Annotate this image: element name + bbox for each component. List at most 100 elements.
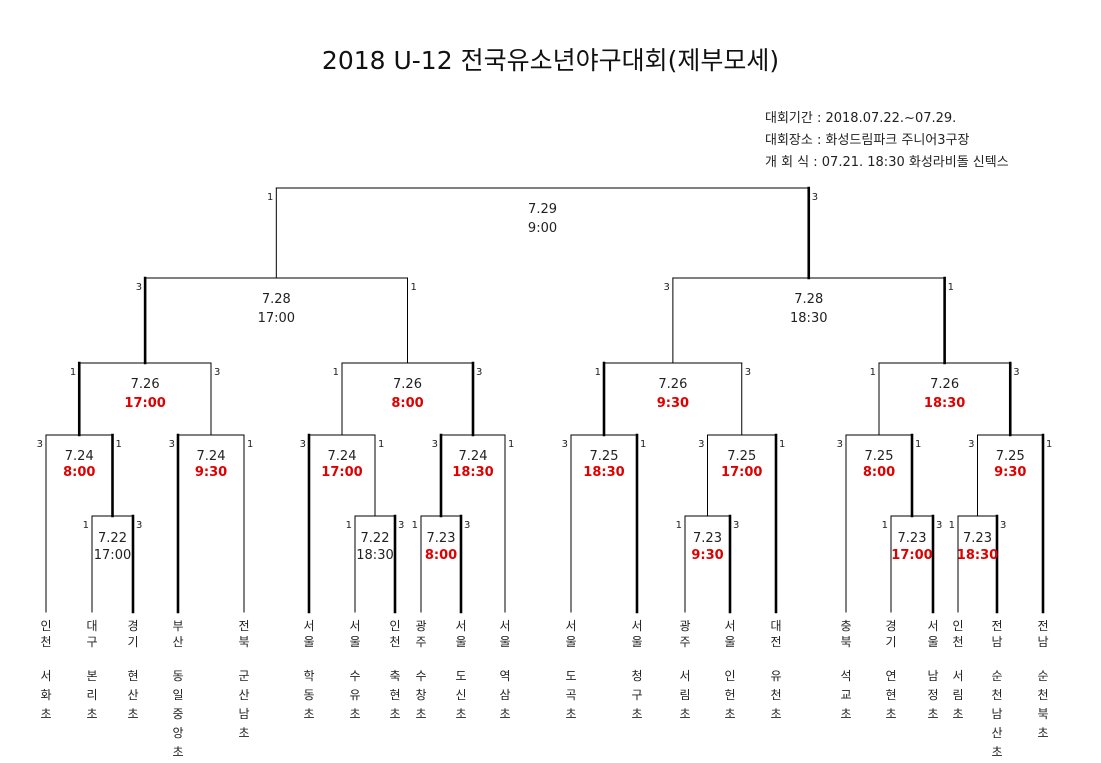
- team-name: 석: [840, 669, 851, 683]
- match-time: 8:00: [425, 548, 457, 563]
- score-right: 3: [476, 367, 482, 378]
- team-region: 천: [389, 634, 400, 649]
- score-right: 3: [136, 520, 142, 531]
- match-time: 9:30: [994, 465, 1026, 480]
- team-region: 대: [86, 619, 97, 633]
- team-name: 초: [127, 707, 138, 721]
- match-date: 7.25: [727, 449, 756, 464]
- score-right: 1: [779, 439, 785, 450]
- team-region: 울: [455, 635, 466, 649]
- team-region: 전: [991, 619, 1002, 633]
- team-name: 천: [1037, 687, 1048, 702]
- team-region: 주: [679, 635, 690, 649]
- team-name: 림: [679, 688, 690, 702]
- match-date: 7.25: [865, 449, 894, 464]
- team-name: 초: [1037, 726, 1048, 740]
- team-name: 수: [415, 669, 426, 683]
- score-right: 3: [398, 520, 404, 531]
- score-right: 3: [936, 520, 942, 531]
- score-left: 3: [37, 439, 43, 450]
- team-region: 서: [724, 619, 735, 633]
- team-name: 초: [952, 707, 963, 721]
- team-region: 서: [565, 619, 576, 633]
- score-right: 1: [247, 439, 253, 450]
- team-name: 남: [238, 707, 249, 721]
- team-region: 충: [840, 619, 851, 633]
- team-name: 역: [499, 669, 510, 683]
- match-date: 7.24: [328, 449, 357, 464]
- team-region: 인: [952, 619, 963, 633]
- team-name: 현: [885, 688, 896, 702]
- team-name: 초: [499, 707, 510, 721]
- team-region: 전: [770, 635, 781, 649]
- page-title: 2018 U-12 전국유소년야구대회(제부모세): [321, 46, 780, 75]
- team-name: 남: [991, 707, 1002, 721]
- team-name: 리: [86, 688, 97, 702]
- tournament-period: 대회기간 : 2018.07.22.~07.29.: [765, 111, 957, 126]
- score-right: 1: [1046, 439, 1052, 450]
- score-right: 1: [411, 282, 417, 293]
- match-date: 7.24: [459, 449, 488, 464]
- team-name: 초: [927, 707, 938, 721]
- team-name: 초: [40, 707, 51, 721]
- team-region: 서: [927, 619, 938, 633]
- score-left: 1: [595, 367, 601, 378]
- tournament-info: 대회기간 : 2018.07.22.~07.29. 대회장소 : 화성드림파크 …: [765, 108, 1009, 174]
- team-region: 천: [40, 634, 51, 649]
- score-right: 3: [733, 520, 739, 531]
- score-right: 3: [464, 520, 470, 531]
- team-name: 중: [172, 707, 183, 721]
- match-date: 7.24: [65, 449, 94, 464]
- team-name: 구: [631, 688, 642, 702]
- team-name: 현: [389, 688, 400, 702]
- team-region: 울: [927, 635, 938, 649]
- team-name: 곡: [565, 688, 576, 702]
- team-region: 울: [565, 635, 576, 649]
- team-region: 울: [349, 635, 360, 649]
- team-region: 울: [303, 635, 314, 649]
- team-name: 초: [724, 707, 735, 721]
- team-name: 유: [349, 688, 360, 702]
- team-region: 광: [415, 619, 426, 633]
- team-region: 서: [303, 619, 314, 633]
- score-left: 1: [83, 520, 89, 531]
- match-time: 18:30: [583, 465, 624, 480]
- score-left: 3: [698, 439, 704, 450]
- tournament-venue: 대회장소 : 화성드림파크 주니어3구장: [765, 133, 970, 148]
- team-name: 동: [172, 669, 183, 683]
- score-left: 3: [562, 439, 568, 450]
- team-name: 초: [840, 707, 851, 721]
- team-name: 학: [303, 669, 314, 683]
- team-region: 북: [238, 635, 249, 649]
- team-name: 남: [927, 669, 938, 683]
- team-name: 인: [724, 669, 735, 683]
- score-left: 1: [676, 520, 682, 531]
- score-left: 3: [432, 439, 438, 450]
- team-name: 림: [952, 688, 963, 702]
- match-date: 7.25: [590, 449, 619, 464]
- team-name: 유: [770, 669, 781, 683]
- team-name: 산: [238, 688, 249, 702]
- match-date: 7.28: [794, 292, 823, 307]
- match-date: 7.22: [361, 531, 390, 546]
- team-name: 초: [172, 745, 183, 759]
- team-name: 초: [303, 707, 314, 721]
- team-name: 도: [455, 669, 466, 683]
- team-name: 정: [927, 688, 938, 702]
- team-name: 초: [389, 707, 400, 721]
- match-time: 17:00: [321, 465, 362, 480]
- team-name: 연: [885, 669, 896, 683]
- team-name: 초: [991, 745, 1002, 759]
- match-date: 7.23: [693, 531, 722, 546]
- score-left: 1: [346, 520, 352, 531]
- team-region: 울: [724, 635, 735, 649]
- team-region: 남: [1037, 635, 1048, 649]
